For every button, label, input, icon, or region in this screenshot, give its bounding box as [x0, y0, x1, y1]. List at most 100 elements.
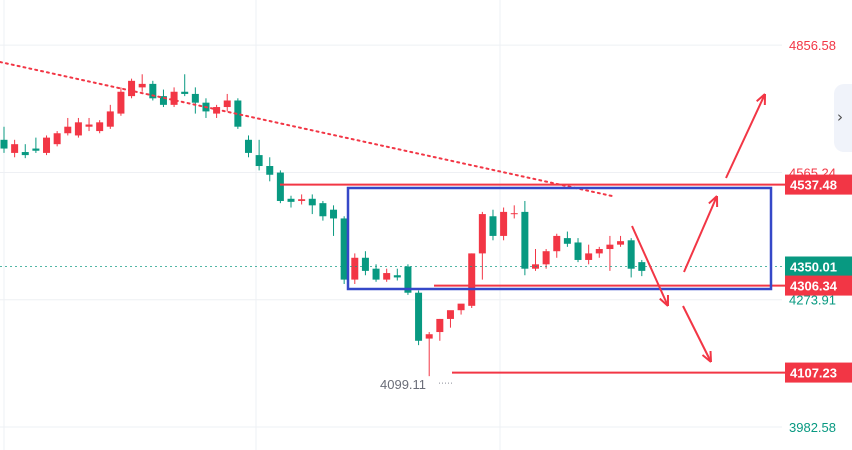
- candle: [21, 144, 29, 159]
- candle: [415, 290, 423, 346]
- candle-body: [53, 133, 61, 145]
- candle: [330, 205, 338, 236]
- candle-body: [244, 139, 252, 153]
- candle-body: [32, 148, 40, 151]
- candle-body: [255, 155, 263, 167]
- candle-body: [617, 241, 625, 245]
- candle: [266, 157, 274, 182]
- candle: [351, 253, 359, 284]
- candle-body: [330, 209, 338, 219]
- candle: [606, 235, 614, 271]
- candle-body: [64, 126, 72, 134]
- candle-body: [627, 240, 635, 269]
- candle: [468, 253, 476, 309]
- candle: [478, 211, 486, 280]
- candle: [617, 235, 625, 247]
- candle: [298, 194, 306, 205]
- candle: [128, 78, 136, 99]
- candle-body: [361, 257, 369, 271]
- candle: [213, 104, 221, 118]
- candle-body: [351, 257, 359, 280]
- candle: [574, 238, 582, 263]
- up-arrow-to-resistance: [683, 195, 719, 273]
- candle-body: [563, 238, 571, 244]
- candle: [425, 332, 433, 377]
- candle-body: [510, 213, 518, 215]
- candle-body: [425, 334, 433, 339]
- candle: [255, 139, 263, 171]
- candle: [138, 74, 146, 92]
- down-arrow-to-target: [682, 305, 712, 363]
- candle-body: [383, 273, 391, 280]
- price-badge-text: 4537.48: [790, 178, 837, 193]
- price-badge: 4107.23: [785, 362, 852, 383]
- arrow-head: [701, 350, 712, 363]
- drawings: 4099.11: [0, 61, 852, 392]
- candle: [457, 303, 465, 315]
- price-axis: 4856.584565.244273.913982.584537.484350.…: [785, 38, 852, 435]
- candle-body: [85, 124, 93, 127]
- chevron-right-icon: ›: [837, 108, 843, 126]
- candle: [383, 268, 391, 282]
- candle-body: [170, 91, 178, 105]
- candle-body: [21, 152, 29, 156]
- candle: [393, 268, 401, 281]
- candle-body: [128, 80, 136, 97]
- candle-body: [11, 144, 19, 153]
- candle: [404, 264, 412, 295]
- candle-body: [96, 122, 104, 132]
- candle: [202, 98, 210, 118]
- candles: [0, 74, 646, 377]
- candle: [638, 259, 646, 277]
- candle: [191, 87, 199, 114]
- candle: [553, 233, 561, 258]
- candle-body: [478, 214, 486, 254]
- range-box: [346, 186, 773, 291]
- collapse-panel-button[interactable]: ›: [834, 84, 852, 152]
- price-axis-label: 3982.58: [789, 420, 836, 435]
- candle: [244, 135, 252, 158]
- candle-body: [606, 244, 614, 250]
- candle-body: [106, 111, 114, 127]
- price-badge-bg: [785, 362, 852, 383]
- candle: [500, 207, 508, 241]
- price-badge-bg: [785, 256, 852, 277]
- candle-body: [149, 83, 157, 99]
- candle: [361, 251, 369, 276]
- candle: [234, 98, 242, 129]
- candle-body: [43, 137, 51, 153]
- candle: [276, 170, 284, 204]
- arrow-head: [659, 294, 669, 307]
- candle-body: [436, 318, 444, 333]
- candle: [585, 244, 593, 265]
- candle-body: [298, 199, 306, 201]
- candle: [340, 216, 348, 284]
- candle-body: [521, 211, 529, 269]
- candle-body: [0, 139, 8, 149]
- arrow-shaft: [725, 93, 766, 179]
- candle: [11, 139, 19, 158]
- candle-body: [159, 96, 167, 105]
- candle: [542, 249, 550, 269]
- candle-body: [287, 198, 295, 202]
- downtrend-line: [0, 61, 613, 197]
- candle: [96, 120, 104, 134]
- price-badge-text: 4350.01: [790, 260, 837, 275]
- candle-body: [585, 253, 593, 260]
- candle: [563, 231, 571, 247]
- candle-body: [542, 251, 550, 265]
- candle-body: [234, 100, 242, 127]
- price-badge: 4350.01: [785, 256, 852, 277]
- price-badge: 4306.34: [785, 275, 852, 296]
- candle-body: [553, 235, 561, 252]
- candle-body: [393, 275, 401, 278]
- candle: [117, 87, 125, 116]
- candle: [287, 195, 295, 208]
- grid: [0, 0, 782, 450]
- price-badge-text: 4306.34: [790, 279, 838, 294]
- candle: [85, 117, 93, 132]
- candle: [181, 74, 189, 97]
- candle: [489, 209, 497, 241]
